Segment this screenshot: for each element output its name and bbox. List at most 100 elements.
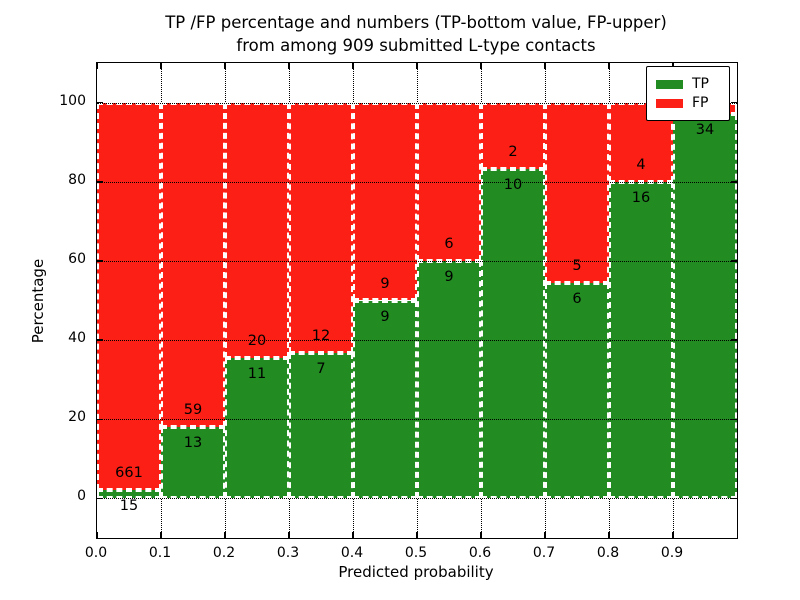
x-axis-tick-top — [96, 63, 98, 69]
tp-bar-segment — [417, 260, 481, 499]
tp-count-label: 9 — [380, 308, 390, 325]
fp-count-label: 6 — [444, 235, 454, 252]
x-axis-tick — [160, 532, 162, 538]
fp-bar-segment — [417, 102, 481, 261]
horizontal-gridline — [97, 260, 737, 262]
x-tick-label: 0.2 — [212, 545, 236, 561]
horizontal-gridline — [97, 181, 737, 183]
tp-legend-swatch — [656, 79, 683, 89]
y-axis-tick-right — [731, 418, 737, 420]
x-tick-label: 0.3 — [276, 545, 300, 561]
y-axis-tick — [97, 497, 103, 500]
x-axis-label: Predicted probability — [338, 563, 494, 581]
fp-bar-segment — [545, 102, 609, 283]
x-axis-tick-top — [288, 63, 290, 69]
x-tick-label: 0.0 — [84, 545, 108, 561]
fp-bar-segment — [97, 102, 161, 490]
tp-bar-segment — [225, 357, 289, 499]
x-axis-tick — [224, 532, 226, 538]
y-axis-tick-right — [731, 181, 737, 183]
x-axis-tick — [480, 532, 482, 538]
x-tick-label: 0.6 — [468, 545, 492, 561]
y-tick-label: 80 — [68, 171, 86, 188]
x-axis-tick — [96, 532, 98, 538]
fp-legend-swatch — [656, 98, 683, 108]
x-axis-tick-top — [608, 63, 610, 69]
legend-label: TP — [692, 76, 709, 92]
x-axis-tick-top — [352, 63, 354, 69]
x-axis-tick — [352, 532, 354, 538]
x-axis-tick — [672, 532, 674, 538]
horizontal-gridline — [97, 340, 737, 342]
legend-entry-tp: TP — [656, 76, 720, 92]
legend-entry-fp: FP — [656, 95, 720, 111]
tp-bar-segment — [289, 352, 353, 499]
x-tick-label: 0.4 — [340, 545, 364, 561]
horizontal-gridline — [97, 102, 737, 104]
tp-bar-segment — [161, 426, 225, 499]
tp-bar-segment — [481, 168, 545, 499]
y-axis-tick-right — [731, 339, 737, 341]
fp-bar-segment — [289, 102, 353, 353]
plot-area: 6611559132011127996921056416134TPFP — [96, 62, 738, 539]
y-axis-tick-right — [731, 497, 737, 500]
fp-bar-segment — [161, 102, 225, 427]
x-axis-tick-top — [544, 63, 546, 69]
x-axis-tick-top — [160, 63, 162, 69]
y-tick-label: 40 — [68, 330, 86, 347]
fp-count-label: 4 — [636, 156, 646, 173]
legend: TP FP — [646, 66, 730, 121]
tp-count-label: 34 — [695, 121, 715, 138]
x-tick-label: 0.5 — [404, 545, 428, 561]
x-axis-tick — [608, 532, 610, 538]
tp-count-label: 11 — [247, 365, 267, 382]
y-axis-tick-right — [731, 101, 737, 104]
fp-count-label: 2 — [508, 143, 518, 160]
x-tick-label: 0.8 — [596, 545, 620, 561]
y-axis-tick — [97, 418, 103, 420]
horizontal-gridline — [97, 498, 737, 500]
fp-count-label: 59 — [183, 401, 203, 418]
y-tick-label: 60 — [68, 250, 86, 267]
y-axis-tick-right — [731, 260, 737, 262]
y-axis-label: Percentage — [29, 258, 47, 344]
fp-bar-segment — [353, 102, 417, 301]
y-axis-tick — [97, 260, 103, 262]
horizontal-gridline — [97, 419, 737, 421]
x-axis-tick — [544, 532, 546, 538]
y-tick-label: 0 — [77, 488, 86, 505]
chart-title: TP /FP percentage and numbers (TP-bottom… — [96, 11, 736, 57]
x-axis-tick-top — [480, 63, 482, 69]
tp-count-label: 10 — [503, 176, 523, 193]
tp-count-label: 6 — [572, 290, 582, 307]
tp-count-label: 9 — [444, 268, 454, 285]
y-tick-label: 20 — [68, 409, 86, 426]
tp-count-label: 16 — [631, 189, 651, 206]
tp-count-label: 7 — [316, 360, 326, 377]
chart-title-line1: TP /FP percentage and numbers (TP-bottom… — [165, 13, 667, 32]
x-axis-tick-top — [416, 63, 418, 69]
chart-title-line2: from among 909 submitted L-type contacts — [236, 36, 596, 55]
tp-bar-segment — [545, 282, 609, 499]
y-tick-label: 100 — [59, 92, 86, 109]
tp-count-label: 15 — [119, 497, 139, 514]
x-axis-tick — [288, 532, 290, 538]
y-axis-tick — [97, 181, 103, 183]
fp-bar-segment — [225, 102, 289, 358]
tp-bar-segment — [353, 300, 417, 499]
fp-count-label: 5 — [572, 257, 582, 274]
y-axis-tick — [97, 101, 103, 104]
x-axis-tick — [416, 532, 418, 538]
fp-count-label: 661 — [115, 464, 143, 481]
fp-count-label: 20 — [247, 332, 267, 349]
fp-count-label: 12 — [311, 327, 331, 344]
x-tick-label: 0.9 — [660, 545, 684, 561]
fp-count-label: 9 — [380, 275, 390, 292]
x-tick-label: 0.1 — [148, 545, 172, 561]
x-tick-label: 0.7 — [532, 545, 556, 561]
x-axis-tick-top — [224, 63, 226, 69]
tp-count-label: 13 — [183, 434, 203, 451]
tp-bar-segment — [673, 113, 737, 499]
legend-label: FP — [692, 95, 709, 111]
